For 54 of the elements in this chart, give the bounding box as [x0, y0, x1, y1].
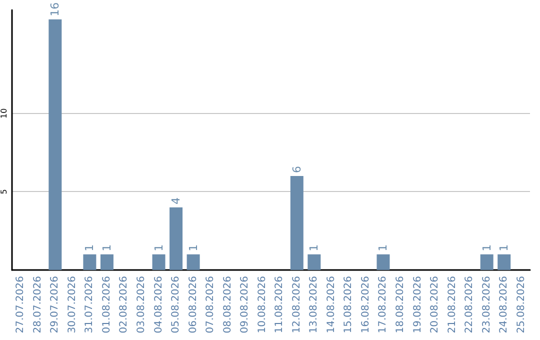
x-tick-label: 08.08.2026: [222, 276, 234, 334]
bar: [152, 254, 166, 270]
x-tick-label: 27.07.2026: [15, 276, 26, 334]
bar: [186, 254, 200, 270]
x-tick-label: 10.08.2026: [256, 276, 268, 334]
x-tick-label: 12.08.2026: [291, 276, 302, 334]
data-label: 1: [186, 244, 200, 252]
x-tick-label: 01.08.2026: [101, 276, 112, 334]
data-label: 1: [83, 244, 96, 252]
bar: [170, 207, 183, 270]
x-tick-label: 03.08.2026: [136, 276, 147, 334]
x-tick-label: 31.07.2026: [84, 276, 96, 334]
x-tick-label: 16.08.2026: [360, 276, 372, 334]
x-tick-label: 18.08.2026: [395, 276, 406, 334]
data-label: 16: [48, 2, 62, 16]
x-tick-label: 11.08.2026: [274, 276, 286, 334]
y-tick-label: 5: [0, 189, 8, 194]
x-tick-label: 13.08.2026: [308, 276, 320, 334]
bar: [480, 254, 494, 270]
y-tick-label: 10: [0, 108, 8, 118]
bar: [100, 254, 114, 270]
bar: [376, 254, 390, 270]
x-tick-label: 19.08.2026: [412, 276, 424, 334]
x-tick-label: 07.08.2026: [205, 276, 216, 334]
x-tick-label: 04.08.2026: [153, 276, 164, 334]
bar: [498, 254, 511, 270]
data-label: 6: [290, 166, 304, 174]
x-tick-label: 24.08.2026: [498, 276, 510, 334]
x-tick-label: 20.08.2026: [430, 276, 441, 334]
data-label: 4: [170, 197, 183, 204]
x-tick-label: 22.08.2026: [464, 276, 476, 334]
bar: [290, 176, 304, 270]
x-tick-label: 14.08.2026: [326, 276, 337, 334]
data-label: 1: [152, 244, 166, 252]
data-label: 1: [308, 244, 321, 252]
x-tick-label: 29.07.2026: [50, 276, 61, 334]
x-tick-label: 25.08.2026: [516, 276, 527, 334]
x-tick-label: 06.08.2026: [188, 276, 199, 334]
x-tick-label: 05.08.2026: [170, 276, 182, 334]
data-label: 1: [498, 244, 511, 252]
x-tick-label: 23.08.2026: [481, 276, 492, 334]
x-tick-label: 21.08.2026: [446, 276, 458, 334]
data-label: 1: [376, 244, 390, 252]
x-tick-label: 17.08.2026: [378, 276, 389, 334]
data-label: 1: [480, 244, 494, 252]
x-tick-label: 09.08.2026: [240, 276, 251, 334]
x-tick-label: 30.07.2026: [66, 276, 78, 334]
x-tick-label: 28.07.2026: [32, 276, 44, 334]
data-label: 1: [100, 244, 114, 252]
x-tick-label: 02.08.2026: [118, 276, 130, 334]
bar: [308, 254, 321, 270]
x-tick-label: 15.08.2026: [343, 276, 354, 334]
bar: [83, 254, 96, 270]
bar: [48, 19, 62, 270]
